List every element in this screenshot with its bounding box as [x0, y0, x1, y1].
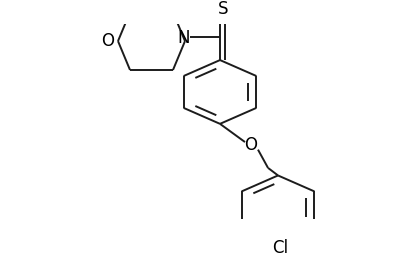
- Text: O: O: [101, 32, 115, 50]
- Text: S: S: [218, 0, 228, 18]
- Text: O: O: [245, 136, 257, 154]
- Text: Cl: Cl: [272, 238, 288, 256]
- Text: N: N: [178, 29, 190, 47]
